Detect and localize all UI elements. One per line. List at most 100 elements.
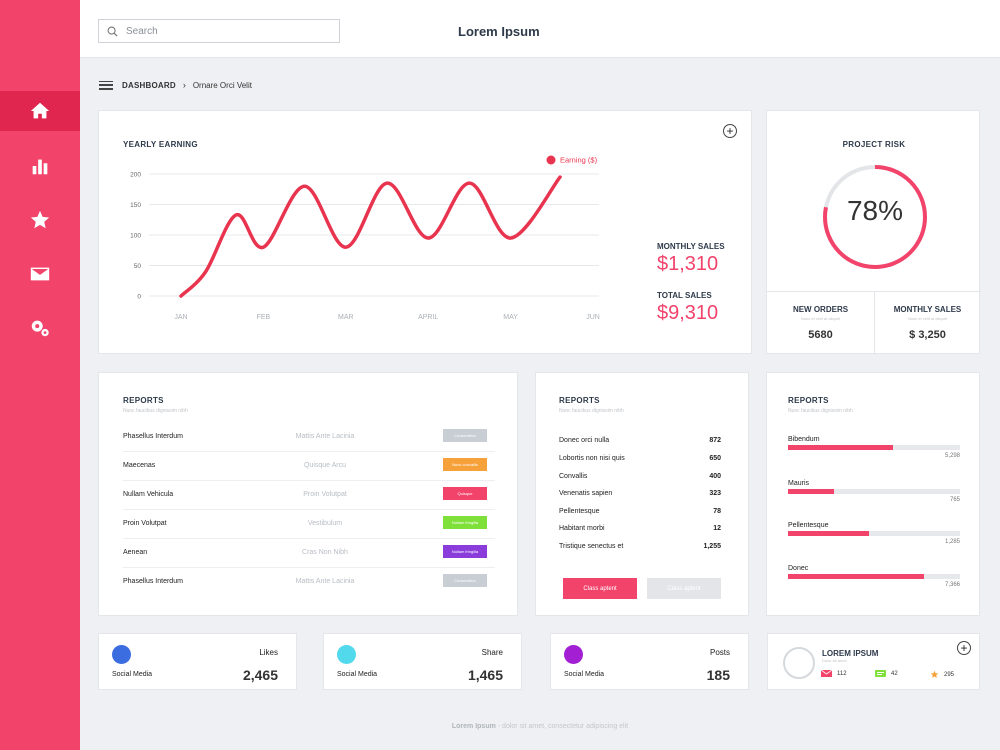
new-orders-value: 5680 xyxy=(808,329,833,341)
progress-label: Mauris xyxy=(788,480,810,487)
x-tick-label: FEB xyxy=(257,314,271,321)
sidebar-item-stats[interactable] xyxy=(0,146,80,186)
social-source: Social Media xyxy=(564,671,605,678)
progress-item: Bibendum 5,298 xyxy=(788,436,960,459)
settings-icon xyxy=(31,320,49,337)
list-item: Tristique senectus et 1,255 xyxy=(559,543,721,550)
y-tick-label: 150 xyxy=(130,202,141,209)
progress-label: Bibendum xyxy=(788,436,820,443)
total-sales-label: TOTAL SALES xyxy=(657,291,712,300)
progress-label: Pellentesque xyxy=(788,522,829,529)
social-label: Share xyxy=(481,648,503,657)
row-detail: Cras Non Nibh xyxy=(302,549,348,556)
reports-progress-card: REPORTS Nunc faucibus dignissim nibh Bib… xyxy=(766,372,980,616)
table-row[interactable]: Aenean Cras Non Nibh Nullam fringilla xyxy=(123,539,495,568)
sidebar-item-favorites[interactable] xyxy=(0,200,80,240)
primary-action-button[interactable]: Class aptent xyxy=(563,578,637,599)
item-value: 1,255 xyxy=(703,543,721,550)
secondary-action-button[interactable]: Class aptent xyxy=(647,578,721,599)
list-item: Lobortis non nisi quis 650 xyxy=(559,455,721,462)
hamburger-menu-icon[interactable] xyxy=(99,80,113,90)
status-badge[interactable]: Consectetur xyxy=(443,574,487,587)
status-badge[interactable]: Consectetur xyxy=(443,429,487,442)
progress-value: 765 xyxy=(949,497,960,503)
progress-fill xyxy=(788,531,869,536)
progress-fill xyxy=(788,445,893,450)
monthly-sales-mini-label: MONTHLY SALES xyxy=(893,305,962,314)
item-name: Pellentesque xyxy=(559,508,600,515)
table-row[interactable]: Phasellus Interdum Mattis Ante Lacinia C… xyxy=(123,423,495,452)
legend-marker xyxy=(546,155,556,165)
avatar[interactable] xyxy=(783,647,815,679)
progress-bar xyxy=(788,574,960,579)
project-risk-card: PROJECT RISK 78% NEW ORDERS Nunc et veli… xyxy=(766,110,981,355)
social-label: Likes xyxy=(259,648,278,657)
reports-title: REPORTS xyxy=(123,396,164,405)
chat-count[interactable]: 42 xyxy=(875,670,898,677)
search-input[interactable] xyxy=(126,25,326,37)
footer: Lorem Ipsum - dolor sit amet, consectetu… xyxy=(80,723,1000,730)
social-value: 185 xyxy=(706,667,730,683)
table-row[interactable]: Proin Volutpat Vestibulum Nullam fringil… xyxy=(123,510,495,539)
progress-label: Donec xyxy=(788,565,809,572)
breadcrumb-root[interactable]: DASHBOARD xyxy=(122,80,176,90)
progress-value: 7,366 xyxy=(944,582,960,588)
row-detail: Vestibulum xyxy=(307,520,343,527)
add-button[interactable]: + xyxy=(957,641,971,655)
monthly-sales-value: $1,310 xyxy=(657,253,719,275)
star-icon xyxy=(30,210,50,229)
row-name: Maecenas xyxy=(123,462,156,469)
table-row[interactable]: Phasellus Interdum Mattis Ante Lacinia C… xyxy=(123,568,495,597)
table-row[interactable]: Maecenas Quisque Arcu Nunc convallis xyxy=(123,452,495,481)
status-badge[interactable]: Nullam fringilla xyxy=(443,545,487,558)
search-box[interactable] xyxy=(98,19,340,43)
sidebar-item-settings[interactable] xyxy=(0,308,80,348)
reports-title: REPORTS xyxy=(559,396,600,405)
new-orders-label: NEW ORDERS xyxy=(792,305,849,314)
row-detail: Quisque Arcu xyxy=(303,462,347,469)
reports-subtitle: Nunc faucibus dignissim nibh xyxy=(559,408,624,414)
item-name: Venenatis sapien xyxy=(559,490,613,497)
new-orders-sub: Nunc et velit at aliquet xyxy=(800,316,841,321)
add-button[interactable]: + xyxy=(723,124,737,138)
social-avatar xyxy=(112,645,131,664)
item-value: 78 xyxy=(713,508,721,515)
status-badge[interactable]: Nullam fringilla xyxy=(443,516,487,529)
y-tick-label: 200 xyxy=(130,172,141,179)
mail-count-value: 112 xyxy=(837,670,847,677)
progress-value: 5,298 xyxy=(944,453,960,459)
social-source: Social Media xyxy=(112,671,153,678)
x-tick-label: MAY xyxy=(503,314,518,321)
chevron-right-icon: › xyxy=(182,80,186,90)
progress-item: Donec 7,366 xyxy=(788,565,960,588)
monthly-sales-label: MONTHLY SALES xyxy=(657,242,725,251)
progress-item: Mauris 765 xyxy=(788,480,960,503)
star-count[interactable]: 295 xyxy=(930,670,954,679)
chat-icon xyxy=(875,670,886,677)
status-badge[interactable]: Quisque xyxy=(443,487,487,500)
plus-icon: + xyxy=(726,124,734,138)
mail-count[interactable]: 112 xyxy=(821,670,847,677)
item-name: Tristique senectus et xyxy=(559,543,624,550)
sidebar-item-messages[interactable] xyxy=(0,254,80,294)
table-row[interactable]: Nullam Vehicula Proin Volutpat Quisque xyxy=(123,481,495,510)
project-risk-ring xyxy=(823,165,927,269)
status-badge[interactable]: Nunc convallis xyxy=(443,458,487,471)
item-value: 323 xyxy=(709,490,721,497)
row-detail: Mattis Ante Lacinia xyxy=(295,433,355,440)
reports-subtitle: Nunc faucibus dignissim nibh xyxy=(788,408,853,414)
item-name: Convallis xyxy=(559,473,588,480)
search-icon xyxy=(107,26,118,37)
item-value: 872 xyxy=(709,437,721,444)
list-item: Habitant morbi 12 xyxy=(559,525,721,532)
bar-chart-icon xyxy=(32,159,48,175)
list-item: Convallis 400 xyxy=(559,473,721,480)
social-value: 2,465 xyxy=(242,667,278,683)
mail-icon xyxy=(821,670,832,677)
sidebar-item-home[interactable] xyxy=(0,91,80,131)
profile-card: LOREM IPSUM Dolor sit amet + 112 42 295 xyxy=(767,633,980,690)
breadcrumb-current: Ornare Orci Velit xyxy=(192,80,252,90)
chart-title: YEARLY EARNING xyxy=(123,140,198,149)
top-bar: Lorem Ipsum xyxy=(80,0,1000,58)
social-source: Social Media xyxy=(337,671,378,678)
